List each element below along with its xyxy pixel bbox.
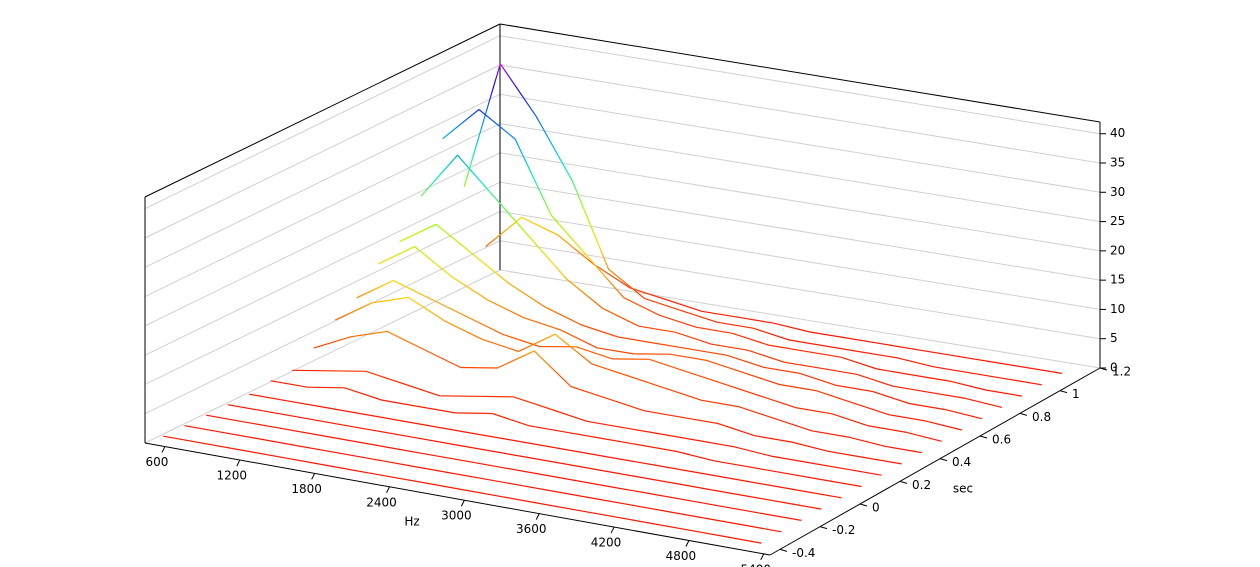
spectrum-slice bbox=[313, 330, 902, 465]
y-tick-label: -0.2 bbox=[832, 523, 855, 537]
grid-line bbox=[499, 210, 1101, 310]
x-tick-label: 4200 bbox=[591, 536, 622, 550]
grid-line bbox=[499, 181, 1101, 281]
spectrum-slice bbox=[463, 63, 1042, 386]
y-tick-label: 1 bbox=[1072, 387, 1080, 401]
spectrum-slice bbox=[227, 404, 822, 510]
x-tick-label: 1800 bbox=[291, 482, 322, 496]
grid-line bbox=[499, 93, 1101, 193]
spectrum-slice bbox=[249, 393, 842, 499]
y-tick bbox=[819, 526, 828, 530]
y-tick bbox=[899, 480, 908, 484]
y-axis-label: sec bbox=[953, 482, 973, 496]
x-tick bbox=[460, 500, 465, 507]
grid-line bbox=[144, 64, 501, 239]
y-tick-label: 0.8 bbox=[1032, 410, 1051, 424]
spectrum-slice bbox=[442, 108, 1022, 397]
x-tick bbox=[535, 513, 540, 520]
y-tick bbox=[1019, 412, 1028, 416]
x-tick-label: 3600 bbox=[516, 522, 547, 536]
grid-line bbox=[144, 181, 501, 356]
spectrum-slice bbox=[334, 296, 922, 454]
spectrum-slice bbox=[163, 435, 762, 544]
x-tick bbox=[685, 540, 690, 547]
y-tick bbox=[859, 503, 868, 507]
x-tick bbox=[236, 459, 241, 467]
y-tick bbox=[979, 435, 988, 439]
x-tick bbox=[610, 526, 615, 534]
grid-line bbox=[144, 240, 501, 415]
y-tick-label: 0.6 bbox=[992, 433, 1011, 447]
z-tick-label: 10 bbox=[1110, 302, 1125, 316]
y-tick bbox=[779, 548, 788, 552]
x-tick bbox=[161, 446, 166, 453]
grid-line bbox=[499, 269, 1101, 369]
grid-line bbox=[144, 123, 501, 298]
z-tick-label: 35 bbox=[1110, 156, 1125, 170]
spectrum-slice bbox=[292, 369, 882, 476]
y-tick-label: 0.4 bbox=[952, 455, 971, 469]
x-tick-label: 1200 bbox=[217, 468, 248, 482]
spectrum-slice bbox=[270, 380, 862, 488]
spectrum-slice bbox=[485, 216, 1063, 374]
y-tick-label: 0.2 bbox=[912, 478, 931, 492]
grid-line bbox=[499, 123, 1101, 223]
spectrum-slice bbox=[377, 246, 962, 431]
box-edge bbox=[144, 442, 771, 556]
box-edge bbox=[769, 367, 1101, 556]
spectrum-slice bbox=[206, 414, 802, 521]
z-tick-label: 40 bbox=[1110, 126, 1125, 140]
y-tick bbox=[1059, 390, 1068, 394]
y-tick-label: 1.2 bbox=[1112, 365, 1131, 379]
x-tick-label: 4800 bbox=[666, 549, 697, 563]
x-tick-label: 2400 bbox=[366, 495, 397, 509]
grid-line bbox=[144, 210, 501, 385]
grid-line bbox=[499, 35, 1101, 135]
x-tick bbox=[386, 486, 390, 494]
box-edge bbox=[499, 23, 1101, 123]
z-tick-label: 25 bbox=[1110, 214, 1125, 228]
grid-line bbox=[144, 269, 501, 444]
x-tick bbox=[311, 473, 316, 480]
spectrum-slice bbox=[420, 154, 1003, 408]
z-tick-label: 5 bbox=[1110, 331, 1118, 345]
spectrum-slice bbox=[184, 425, 782, 533]
y-tick-label: -0.4 bbox=[792, 546, 815, 560]
z-tick-label: 0 bbox=[1110, 361, 1118, 375]
y-tick bbox=[939, 458, 948, 462]
spectrum-slice bbox=[399, 223, 982, 420]
box-edge bbox=[144, 23, 501, 198]
grid-line bbox=[499, 64, 1101, 164]
z-tick-label: 15 bbox=[1110, 273, 1125, 287]
x-axis-label: Hz bbox=[404, 515, 419, 529]
spectrum-slice bbox=[356, 280, 942, 442]
grid-line bbox=[144, 93, 501, 268]
x-tick-label: 600 bbox=[146, 455, 169, 469]
y-tick-label: 0 bbox=[872, 501, 880, 515]
grid-line bbox=[144, 35, 501, 210]
x-tick bbox=[760, 553, 765, 561]
x-tick-label: 3000 bbox=[441, 509, 472, 523]
x-tick-label: 5400 bbox=[740, 562, 771, 567]
z-tick-label: 20 bbox=[1110, 243, 1125, 257]
grid-line bbox=[499, 152, 1101, 252]
grid-line bbox=[144, 152, 501, 327]
z-tick-label: 30 bbox=[1110, 185, 1125, 199]
grid-line bbox=[499, 240, 1101, 340]
